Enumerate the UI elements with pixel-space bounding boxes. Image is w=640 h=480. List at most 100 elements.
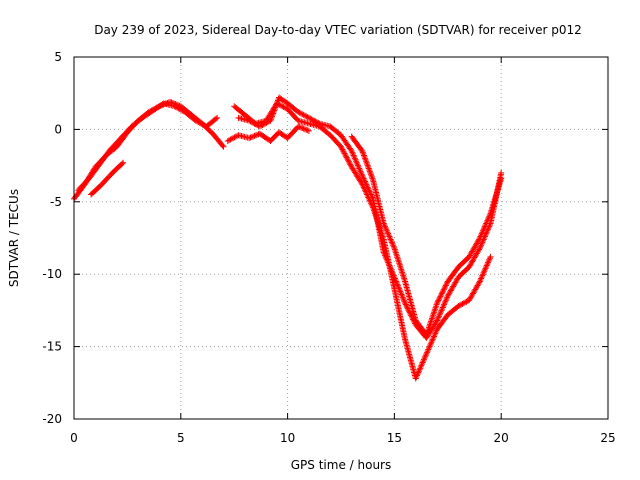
data-point-track-g bbox=[367, 169, 374, 176]
data-point-track-g bbox=[498, 175, 505, 182]
data-point-track-d bbox=[413, 374, 420, 381]
data-point-track-e bbox=[395, 284, 402, 291]
data-point-track-e bbox=[436, 313, 443, 320]
data-point-track-d bbox=[478, 275, 485, 282]
data-point-track-e bbox=[401, 298, 408, 305]
data-point-track-g bbox=[442, 283, 449, 290]
data-point-track-e bbox=[308, 116, 315, 123]
data-point-track-e bbox=[252, 121, 259, 128]
x-tick-label: 15 bbox=[387, 431, 402, 445]
data-point-track-e bbox=[433, 318, 440, 325]
x-axis-label: GPS time / hours bbox=[291, 458, 392, 472]
data-point-track-g bbox=[435, 297, 442, 304]
data-point-track-e bbox=[315, 119, 322, 126]
data-point-track-e bbox=[311, 117, 318, 124]
data-point-track-d bbox=[455, 303, 462, 310]
data-point-track-b bbox=[178, 106, 185, 113]
data-point-track-f bbox=[227, 136, 234, 143]
data-point-track-g bbox=[440, 287, 447, 294]
data-point-track-e bbox=[272, 104, 279, 111]
data-point-track-e bbox=[388, 266, 395, 273]
data-point-track-d bbox=[429, 336, 436, 343]
data-point-track-e bbox=[390, 272, 397, 279]
data-point-track-e bbox=[365, 185, 372, 192]
data-point-track-e bbox=[351, 155, 358, 162]
data-point-track-d bbox=[341, 150, 348, 157]
data-point-track-f bbox=[251, 132, 258, 139]
data-point-track-b bbox=[172, 103, 179, 110]
data-point-track-d bbox=[426, 343, 433, 350]
data-point-track-e bbox=[273, 100, 280, 107]
data-point-track-g bbox=[439, 289, 446, 296]
data-point-track-g bbox=[436, 296, 443, 303]
y-tick-label: -10 bbox=[42, 267, 62, 281]
data-point-track-g bbox=[386, 233, 393, 240]
data-point-track-e bbox=[403, 302, 410, 309]
data-point-track-e bbox=[367, 190, 374, 197]
data-point-track-d bbox=[478, 274, 485, 281]
data-point-track-g bbox=[436, 294, 443, 301]
data-point-track-f bbox=[224, 137, 231, 144]
x-tick-label: 25 bbox=[600, 431, 615, 445]
data-point-track-g bbox=[478, 230, 485, 237]
data-point-track-e bbox=[439, 305, 446, 312]
data-point-track-f bbox=[305, 127, 312, 134]
data-point-track-d bbox=[483, 262, 490, 269]
data-point-track-d bbox=[347, 161, 354, 168]
data-point-track-f bbox=[299, 125, 306, 132]
data-point-track-e bbox=[356, 166, 363, 173]
data-point-track-g bbox=[360, 152, 367, 159]
data-point-track-d bbox=[338, 145, 345, 152]
data-point-track-d bbox=[480, 269, 487, 276]
data-point-track-b bbox=[192, 117, 199, 124]
data-point-track-e bbox=[390, 271, 397, 278]
data-point-track-e bbox=[434, 316, 441, 323]
data-point-track-f bbox=[232, 133, 239, 140]
data-point-track-d bbox=[476, 279, 483, 286]
data-point-track-e bbox=[400, 297, 407, 304]
data-point-track-e bbox=[256, 123, 263, 130]
data-point-track-d bbox=[415, 368, 422, 375]
data-point-track-g bbox=[388, 239, 395, 246]
data-point-track-g bbox=[381, 221, 388, 228]
data-point-track-d bbox=[417, 365, 424, 372]
data-point-track-e bbox=[272, 103, 279, 110]
data-point-track-f bbox=[231, 134, 238, 141]
data-point-track-g bbox=[480, 226, 487, 233]
y-tick-label: 5 bbox=[54, 50, 62, 64]
data-point-track-d bbox=[460, 300, 467, 307]
data-point-track-d bbox=[422, 352, 429, 359]
data-point-track-f bbox=[295, 123, 302, 130]
data-point-track-g bbox=[363, 158, 370, 165]
data-point-track-f bbox=[226, 137, 233, 144]
data-point-track-e bbox=[270, 110, 277, 117]
data-point-track-g bbox=[438, 292, 445, 299]
data-point-track-g bbox=[442, 282, 449, 289]
data-point-track-e bbox=[435, 314, 442, 321]
data-point-track-d bbox=[485, 258, 492, 265]
data-point-track-f bbox=[230, 135, 237, 142]
data-point-track-d bbox=[481, 266, 488, 273]
data-point-track-d bbox=[416, 366, 423, 373]
data-point-track-g bbox=[483, 219, 490, 226]
data-point-track-d bbox=[281, 104, 288, 111]
data-point-track-e bbox=[407, 311, 414, 318]
data-point-track-g bbox=[387, 235, 394, 241]
data-point-track-e bbox=[443, 295, 450, 302]
data-point-track-e bbox=[303, 113, 310, 120]
data-point-track-d bbox=[463, 298, 470, 305]
x-tick-label: 0 bbox=[70, 431, 78, 445]
data-point-track-d bbox=[486, 255, 493, 262]
data-point-track-e bbox=[476, 246, 483, 253]
data-point-track-g bbox=[381, 223, 388, 230]
data-point-track-g bbox=[364, 162, 371, 169]
data-point-track-d bbox=[430, 333, 437, 340]
data-point-track-g bbox=[383, 227, 390, 234]
data-point-track-d bbox=[432, 329, 439, 336]
data-point-track-d bbox=[462, 299, 469, 306]
data-point-track-f bbox=[304, 127, 311, 134]
data-point-track-d bbox=[277, 102, 284, 109]
data-point-track-b bbox=[179, 107, 186, 114]
data-point-track-e bbox=[269, 111, 276, 118]
data-point-track-e bbox=[441, 301, 448, 308]
